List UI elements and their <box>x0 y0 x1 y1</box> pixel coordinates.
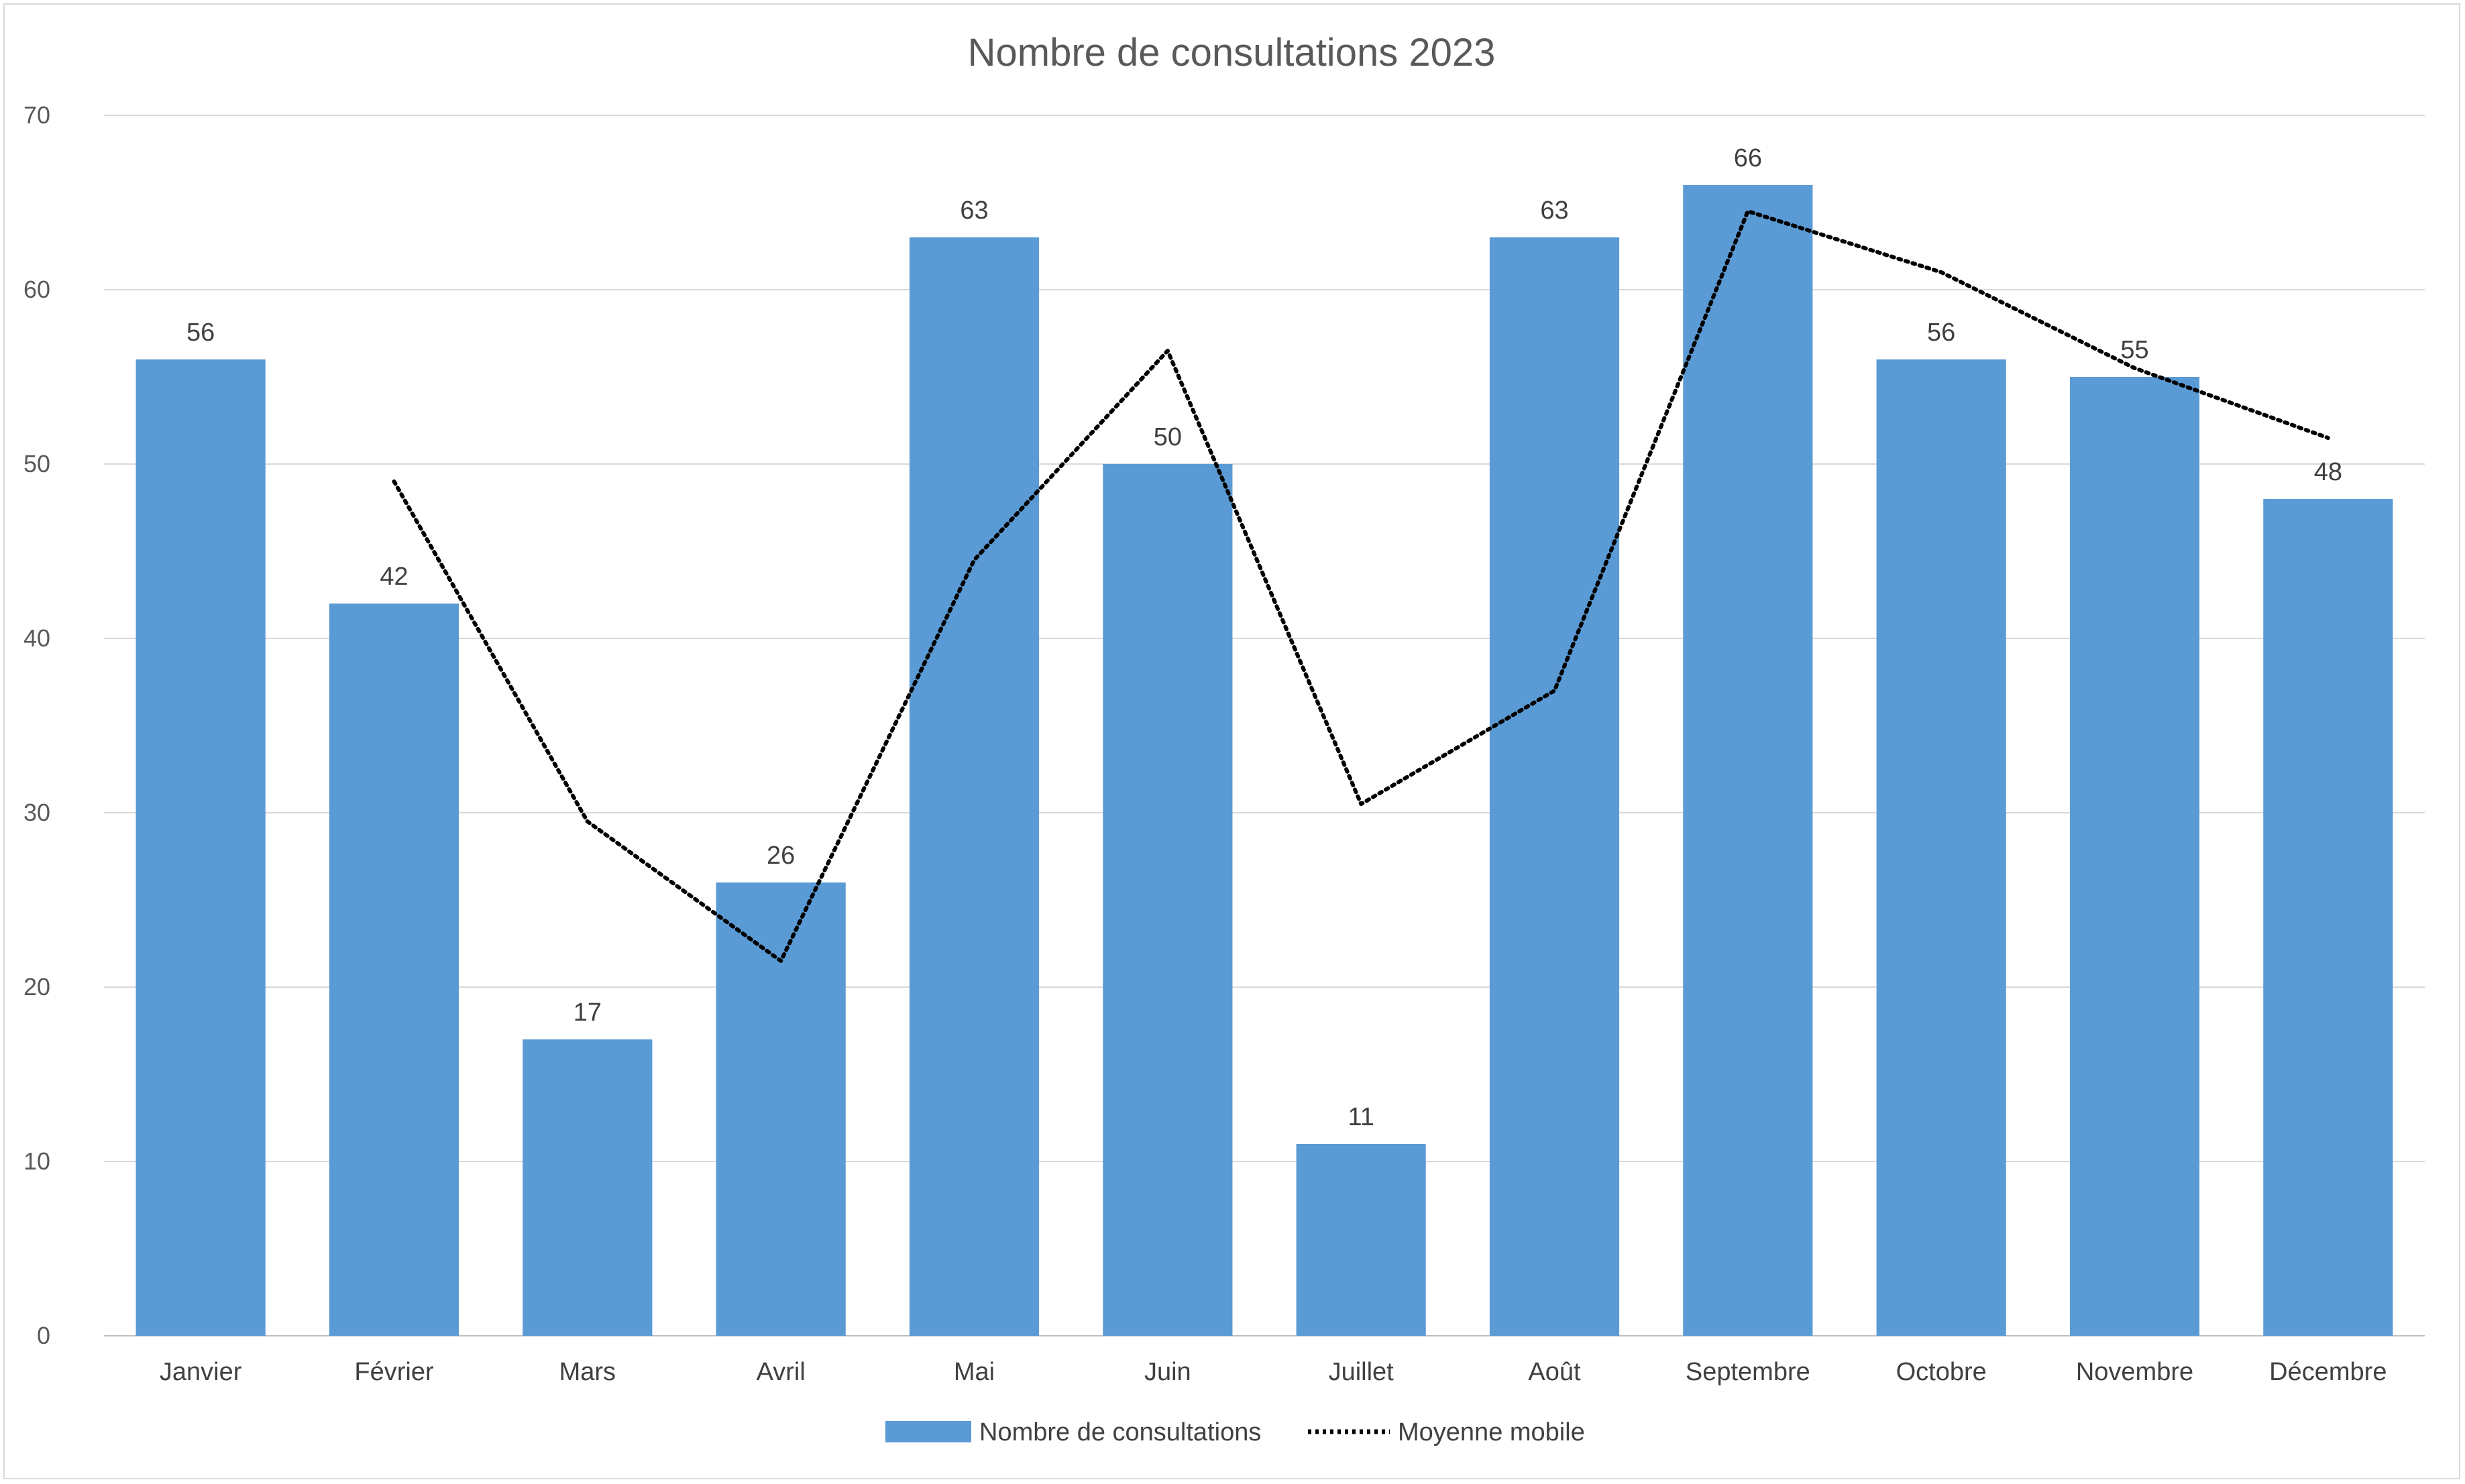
bar-Août <box>1489 237 1620 1336</box>
data-label: 63 <box>960 196 988 225</box>
y-tick-label: 50 <box>23 450 50 477</box>
bar-Février <box>329 604 459 1336</box>
bar-Octobre <box>1876 359 2006 1336</box>
y-tick-label: 0 <box>37 1322 50 1349</box>
y-tick-label: 10 <box>23 1147 50 1175</box>
data-label: 11 <box>1348 1103 1374 1131</box>
y-tick-label: 30 <box>23 799 50 826</box>
bar-Septembre <box>1683 185 1813 1336</box>
data-label: 17 <box>573 998 602 1027</box>
data-label: 50 <box>1154 423 1182 451</box>
y-tick-label: 70 <box>23 101 50 129</box>
y-tick-label: 60 <box>23 276 50 303</box>
bar-Juin <box>1103 464 1233 1336</box>
x-category-label: Février <box>354 1358 434 1386</box>
data-label: 56 <box>186 319 215 347</box>
bar-Janvier <box>135 359 266 1336</box>
x-category-label: Juillet <box>1329 1358 1394 1386</box>
x-category-label: Juin <box>1144 1358 1191 1386</box>
y-tick-label: 20 <box>23 973 50 1001</box>
data-label: 56 <box>1927 319 1955 347</box>
x-category-label: Novembre <box>2076 1358 2193 1386</box>
x-category-label: Décembre <box>2269 1358 2387 1386</box>
x-category-label: Avril <box>757 1358 806 1386</box>
x-category-label: Mars <box>559 1358 616 1386</box>
legend-label-moving-average: Moyenne mobile <box>1398 1418 1585 1446</box>
x-category-label: Septembre <box>1686 1358 1810 1386</box>
chart-title: Nombre de consultations 2023 <box>968 31 1496 74</box>
y-axis-tick-labels: 0 10 20 30 40 50 60 70 <box>23 101 50 1349</box>
data-label: 42 <box>380 563 408 591</box>
bar-Novembre <box>2069 377 2200 1336</box>
data-label: 26 <box>767 842 795 870</box>
data-label: 63 <box>1540 196 1568 225</box>
moving-average-line <box>392 209 2330 963</box>
data-label: 55 <box>2120 336 2148 364</box>
bar-Mars <box>523 1039 653 1336</box>
x-category-label: Mai <box>954 1358 995 1386</box>
data-label: 48 <box>2314 458 2342 486</box>
bar-Juillet <box>1296 1144 1426 1336</box>
moving-average-series <box>392 209 2330 963</box>
y-tick-label: 40 <box>23 624 50 652</box>
x-axis-category-labels: Janvier Février Mars Avril Mai Juin Juillet Aoû… <box>160 1358 2387 1386</box>
legend-swatch-consultations <box>885 1421 971 1442</box>
legend: Nombre de consultations Moyenne mobile <box>885 1418 1585 1446</box>
data-label: 66 <box>1734 144 1762 172</box>
data-labels: 56 42 17 26 63 50 11 63 66 56 55 48 <box>186 144 2342 1131</box>
bar-Décembre <box>2263 499 2393 1336</box>
legend-label-consultations: Nombre de consultations <box>979 1418 1261 1446</box>
x-category-label: Janvier <box>160 1358 242 1386</box>
bar-series <box>135 185 2393 1336</box>
x-category-label: Octobre <box>1896 1358 1987 1386</box>
bar-Avril <box>716 882 846 1336</box>
gridlines <box>104 115 2425 1336</box>
bar-Mai <box>909 237 1040 1336</box>
x-category-label: Août <box>1528 1358 1581 1386</box>
